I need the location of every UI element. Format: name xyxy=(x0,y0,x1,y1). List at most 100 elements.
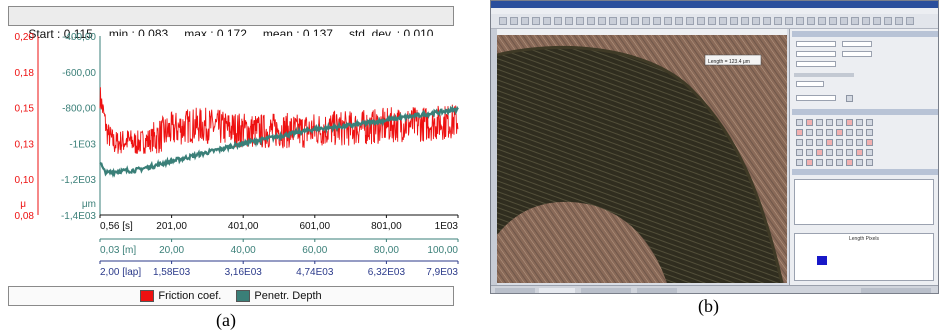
measurement-tool-icon[interactable] xyxy=(836,159,843,166)
panel-header-length xyxy=(792,169,938,175)
measurement-tool-icon[interactable] xyxy=(846,139,853,146)
measurement-tool-icon[interactable] xyxy=(816,159,823,166)
toolbar-button[interactable] xyxy=(697,17,705,25)
measurement-tool-icon[interactable] xyxy=(836,139,843,146)
toolbar-button[interactable] xyxy=(763,17,771,25)
option-field[interactable] xyxy=(796,81,824,87)
measurement-tool-icon[interactable] xyxy=(856,129,863,136)
toolbar-button[interactable] xyxy=(565,17,573,25)
measurement-tool-icon[interactable] xyxy=(856,139,863,146)
measurement-tool-icon[interactable] xyxy=(816,119,823,126)
toolbar-button[interactable] xyxy=(543,17,551,25)
apply-icon[interactable] xyxy=(846,95,853,102)
toolbar-button[interactable] xyxy=(609,17,617,25)
toolbar-button[interactable] xyxy=(499,17,507,25)
status-cell-coords xyxy=(581,288,631,293)
toolbar-button[interactable] xyxy=(521,17,529,25)
measurement-tool-icon[interactable] xyxy=(826,129,833,136)
toolbar-button[interactable] xyxy=(829,17,837,25)
toolbar-button[interactable] xyxy=(642,17,650,25)
toolbar-button[interactable] xyxy=(653,17,661,25)
value-field[interactable] xyxy=(842,51,872,57)
friction-depth-chart: 0,20 0,18 0,15 0,13 0,10 0,08 -400,00 -600,00 -8… xyxy=(15,32,459,278)
unit-field[interactable] xyxy=(796,51,836,57)
measurement-tool-icon[interactable] xyxy=(806,129,813,136)
toolbar-button[interactable] xyxy=(620,17,628,25)
toolbar-button[interactable] xyxy=(510,17,518,25)
toolbar-button[interactable] xyxy=(532,17,540,25)
caption-a: (a) xyxy=(216,310,236,330)
magnification-field[interactable] xyxy=(842,41,872,47)
toolbar-button[interactable] xyxy=(719,17,727,25)
toolbar-button[interactable] xyxy=(895,17,903,25)
left-tool-strip[interactable] xyxy=(491,29,497,285)
measurement-tool-icon[interactable] xyxy=(806,119,813,126)
measurement-tool-icon[interactable] xyxy=(846,119,853,126)
measurement-tool-icon[interactable] xyxy=(826,149,833,156)
status-cell-active[interactable] xyxy=(539,288,575,293)
histogram-bar xyxy=(817,256,827,265)
measurement-tool-icon[interactable] xyxy=(866,149,873,156)
scale-field[interactable] xyxy=(796,61,836,67)
measurement-tooltip: Length = 123.4 μm xyxy=(708,59,750,65)
toolbar-button[interactable] xyxy=(851,17,859,25)
window-title-bar[interactable] xyxy=(491,1,938,8)
measurement-tool-icon[interactable] xyxy=(806,159,813,166)
measurement-tool-icon[interactable] xyxy=(816,139,823,146)
profile-field[interactable] xyxy=(796,95,836,101)
toolbar-button[interactable] xyxy=(807,17,815,25)
toolbar-button[interactable] xyxy=(598,17,606,25)
measurement-tool-icon[interactable] xyxy=(836,119,843,126)
toolbar-button[interactable] xyxy=(631,17,639,25)
toolbar-button[interactable] xyxy=(785,17,793,25)
toolbar-button[interactable] xyxy=(796,17,804,25)
measurement-tool-icon[interactable] xyxy=(826,119,833,126)
toolbar-button[interactable] xyxy=(741,17,749,25)
measurement-tool-icon[interactable] xyxy=(806,139,813,146)
measurement-tool-icon[interactable] xyxy=(796,119,803,126)
measurement-tool-icon[interactable] xyxy=(826,159,833,166)
measurement-tool-icon[interactable] xyxy=(856,159,863,166)
measurement-tool-icon[interactable] xyxy=(866,119,873,126)
toolbar-button[interactable] xyxy=(884,17,892,25)
measurement-tool-icon[interactable] xyxy=(846,129,853,136)
measurement-tool-icon[interactable] xyxy=(866,129,873,136)
measurement-tool-icon[interactable] xyxy=(806,149,813,156)
measurement-tool-icon[interactable] xyxy=(856,119,863,126)
toolbar-button[interactable] xyxy=(730,17,738,25)
measurement-tool-icon[interactable] xyxy=(856,149,863,156)
measurement-tool-icon[interactable] xyxy=(836,149,843,156)
toolbar-button[interactable] xyxy=(752,17,760,25)
toolbar-button[interactable] xyxy=(587,17,595,25)
measurement-tool-icon[interactable] xyxy=(816,129,823,136)
toolbar-button[interactable] xyxy=(686,17,694,25)
toolbar-button[interactable] xyxy=(675,17,683,25)
measurement-tool-icon[interactable] xyxy=(816,149,823,156)
toolbar-button[interactable] xyxy=(708,17,716,25)
menu-bar[interactable] xyxy=(491,8,938,14)
toolbar-button[interactable] xyxy=(554,17,562,25)
measurement-tool-icon[interactable] xyxy=(796,149,803,156)
toolbar-button[interactable] xyxy=(576,17,584,25)
length-results-table[interactable] xyxy=(794,179,934,225)
measurement-tool-icon[interactable] xyxy=(796,159,803,166)
wear-track-micrograph[interactable]: Length = 123.4 μm xyxy=(497,35,787,283)
measurement-tool-icon[interactable] xyxy=(846,149,853,156)
measurement-tool-icon[interactable] xyxy=(826,139,833,146)
measurement-tool-icon[interactable] xyxy=(796,129,803,136)
measurement-tool-icon[interactable] xyxy=(846,159,853,166)
calibration-field[interactable] xyxy=(796,41,836,47)
toolbar-button[interactable] xyxy=(664,17,672,25)
toolbar-button[interactable] xyxy=(873,17,881,25)
toolbar-button[interactable] xyxy=(840,17,848,25)
measurement-tool-icon[interactable] xyxy=(796,139,803,146)
toolbar-button[interactable] xyxy=(862,17,870,25)
measurement-tool-icon[interactable] xyxy=(836,129,843,136)
toolbar-button[interactable] xyxy=(818,17,826,25)
toolbar-button[interactable] xyxy=(774,17,782,25)
measurement-tool-icon[interactable] xyxy=(866,139,873,146)
time-axis-tick-label: 801,00 xyxy=(371,221,402,232)
measurement-tool-icon[interactable] xyxy=(866,159,873,166)
toolbar-button[interactable] xyxy=(906,17,914,25)
separator-line xyxy=(794,73,854,77)
